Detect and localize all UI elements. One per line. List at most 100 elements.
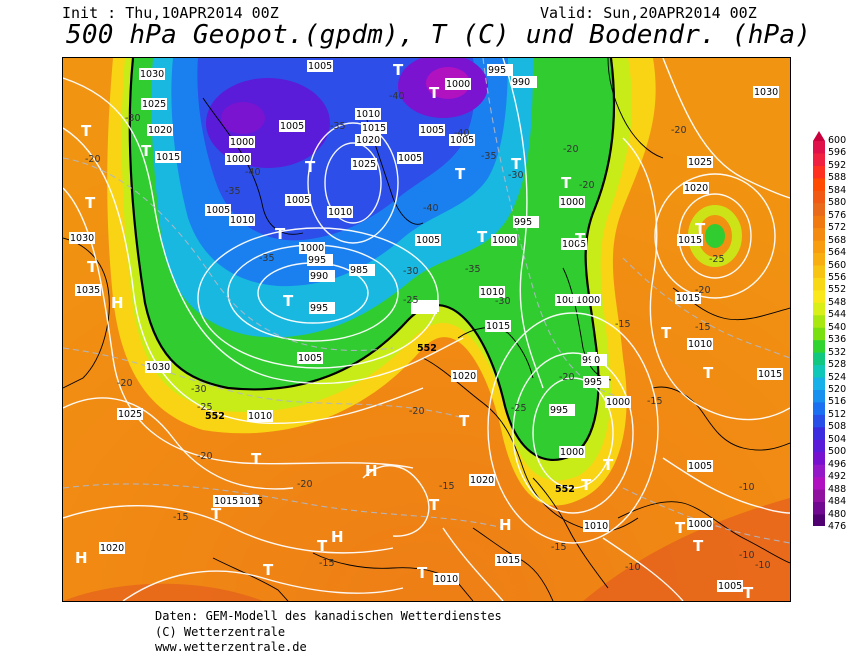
isotherm-label: -35 — [259, 253, 275, 264]
isotherm-label: -20 — [197, 451, 213, 462]
legend-swatch — [813, 178, 825, 192]
isotherm-label: -15 — [551, 542, 567, 553]
isobar-label: 1030 — [754, 87, 778, 98]
isotherm-label: -40 — [454, 128, 470, 139]
isotherm-label: -35 — [225, 186, 241, 197]
isobar-label: 1000 — [606, 397, 630, 408]
legend-swatch — [813, 153, 825, 167]
legend-swatch — [813, 165, 825, 179]
legend-label: 572 — [828, 222, 847, 234]
pressure-labels: 1030 1025 1020 1015 1005 1000 1010 1015 … — [69, 60, 783, 592]
isotherm-label: -30 — [495, 296, 511, 307]
isobar-label: 995 — [488, 65, 506, 76]
isotherm-label: -15 — [647, 396, 663, 407]
isobar-label: 1010 — [434, 574, 458, 585]
isobar-label: 1000 — [446, 79, 470, 90]
legend-swatch — [813, 190, 825, 204]
isobar-label: 1000 — [492, 235, 516, 246]
isotherm-label: -10 — [739, 482, 755, 493]
low-centre: T — [587, 349, 598, 367]
legend-label: 540 — [828, 321, 847, 333]
isobar-label: 990 — [512, 77, 530, 88]
isobar-label: 1030 — [140, 69, 164, 80]
legend-label: 552 — [828, 284, 847, 296]
low-centre: T — [693, 537, 704, 555]
legend-swatch — [813, 502, 825, 515]
low-centre: T — [581, 476, 592, 494]
isobar-label: 1005 — [398, 153, 422, 164]
website-link[interactable]: www.wetterzentrale.de — [155, 640, 307, 654]
legend-label: 528 — [828, 359, 847, 371]
legend-swatch — [813, 377, 825, 391]
isobar-label: 1015 — [486, 321, 510, 332]
isotherm-label: -15 — [615, 319, 631, 330]
isobar-label: 1035 — [76, 285, 100, 296]
legend-label: 512 — [828, 408, 847, 420]
copyright: (C) Wetterzentrale — [155, 624, 286, 639]
synoptic-map[interactable]: 1030 1025 1020 1015 1005 1000 1010 1015 … — [62, 57, 791, 602]
legend-label: 596 — [828, 147, 847, 159]
isobar-label: 1020 — [100, 543, 124, 554]
isotherm-label: -20 — [297, 479, 313, 490]
low-centre: T — [251, 450, 262, 468]
legend-swatch — [813, 477, 825, 491]
isobar-label: 1015 — [676, 293, 700, 304]
init-time: Init : Thu,10APR2014 00Z — [62, 4, 279, 22]
low-centre: T — [569, 292, 580, 310]
legend-swatch — [813, 340, 825, 354]
isobar-label: 1000 — [560, 447, 584, 458]
legend-label: 544 — [828, 309, 847, 321]
isobar-label: 1005 — [420, 125, 444, 136]
legend-label: 520 — [828, 384, 847, 395]
isotherm-label: -10 — [625, 562, 641, 573]
legend-label: 588 — [828, 172, 847, 184]
isobar-label: 1005 — [450, 135, 474, 146]
legend-label: 500 — [828, 446, 847, 458]
isobar-label: 1005 — [206, 205, 230, 216]
isotherm-label: -40 — [245, 167, 261, 178]
isotherm-label: -40 — [423, 203, 439, 214]
legend-swatch — [813, 228, 825, 242]
isobar-label: 1005 — [556, 295, 580, 306]
legend-label: 516 — [828, 396, 847, 408]
isobar-label: 1000 — [560, 197, 584, 208]
legend-swatch — [813, 302, 825, 316]
low-centre: T — [743, 584, 754, 601]
low-centre: T — [85, 194, 96, 212]
isotherm-label: -10 — [739, 550, 755, 561]
isobar-label: 1005 — [308, 61, 332, 72]
high-centre: H — [365, 462, 378, 480]
legend-label: 532 — [828, 346, 847, 358]
legend-label: 536 — [828, 334, 847, 346]
low-centre: T — [603, 456, 614, 474]
isobar-label: 1025 — [688, 157, 712, 168]
isobar-label: 1010 — [480, 287, 504, 298]
legend-swatch — [813, 514, 825, 526]
data-source: Daten: GEM-Modell des kanadischen Wetter… — [155, 609, 502, 623]
isobar-label: 1015 — [214, 496, 238, 507]
low-centre: T — [393, 61, 404, 79]
isobar-label: 1000 — [576, 295, 600, 306]
legend-swatch — [813, 352, 825, 366]
map-title: 500 hPa Geopot.(gpdm), T (C) und Bodendr… — [66, 20, 812, 50]
pressure-centres: T T T T T T T T T T T T T T T T T T T T — [75, 61, 754, 601]
isobar-label: 1010 — [584, 521, 608, 532]
legend-label: 508 — [828, 421, 847, 433]
legend-swatch — [813, 215, 825, 229]
legend-swatch — [813, 141, 825, 154]
isobar-label: 1000 — [226, 154, 250, 165]
legend-swatch — [813, 327, 825, 341]
legend-swatch — [813, 365, 825, 379]
isotherm-label: -15 — [173, 512, 189, 523]
isotherm-label: -40 — [389, 91, 405, 102]
legend-swatch — [813, 390, 825, 403]
low-centre: T — [459, 412, 470, 430]
low-centre: T — [275, 225, 286, 243]
isotherm-label: -30 — [403, 266, 419, 277]
low-centre: T — [695, 220, 706, 238]
legend-swatch — [813, 402, 825, 416]
isobar-label: 1025 — [142, 99, 166, 110]
isobar-label: 1015 — [156, 152, 180, 163]
high-centre: H — [111, 294, 124, 312]
low-centre: T — [477, 228, 488, 246]
